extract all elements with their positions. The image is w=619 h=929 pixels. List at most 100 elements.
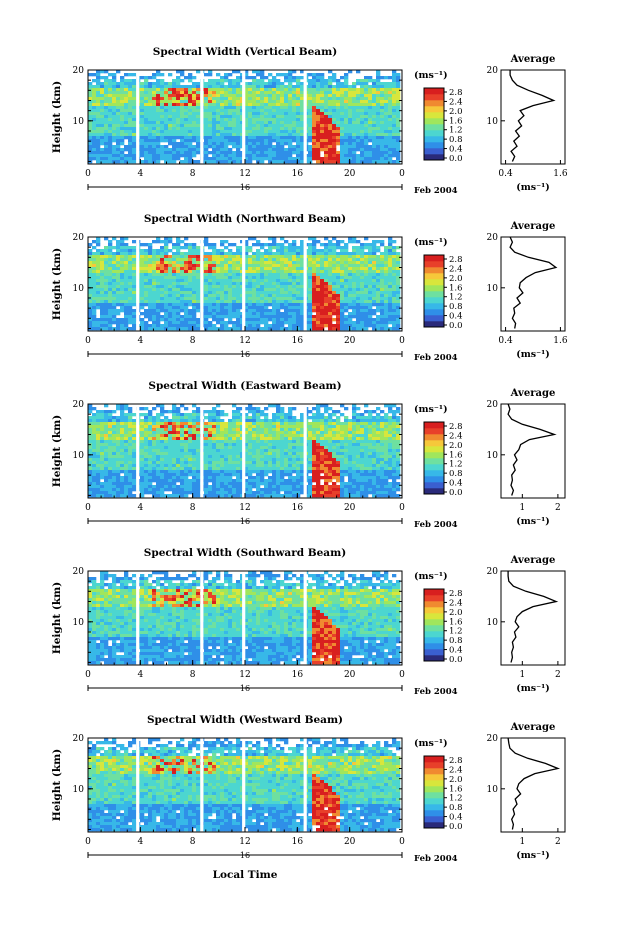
heatmap-cell <box>372 264 377 268</box>
heatmap-cell <box>164 115 169 119</box>
heatmap-cell <box>244 148 249 152</box>
heatmap-cell <box>296 112 301 116</box>
heatmap-cell <box>320 270 325 274</box>
heatmap-cell <box>292 100 297 104</box>
heatmap-cell <box>328 160 333 164</box>
heatmap-cell <box>360 291 365 295</box>
heatmap-cell <box>376 82 381 86</box>
heatmap-cell <box>196 285 201 289</box>
heatmap-cell <box>112 276 117 280</box>
heatmap-cell <box>248 118 253 122</box>
heatmap-cell <box>212 148 217 152</box>
heatmap-cell <box>208 267 213 271</box>
heatmap-cell <box>112 491 117 495</box>
heatmap-cell <box>384 309 389 313</box>
heatmap-cell <box>120 160 125 164</box>
heatmap-cell <box>276 312 281 316</box>
heatmap-cell <box>296 273 301 277</box>
heatmap-cell <box>192 249 197 253</box>
heatmap-cell <box>216 160 221 164</box>
heatmap-cell <box>188 112 193 116</box>
heatmap-cell <box>180 103 185 107</box>
heatmap-cell <box>256 297 261 301</box>
heatmap-cell <box>188 85 193 89</box>
heatmap-cell <box>368 94 373 98</box>
heatmap-cell <box>284 297 289 301</box>
heatmap-cell <box>96 243 101 247</box>
heatmap-cell <box>124 288 129 292</box>
heatmap-cell <box>168 91 173 95</box>
heatmap-cell <box>348 321 353 325</box>
heatmap-cell <box>288 276 293 280</box>
heatmap-cell <box>332 270 337 274</box>
heatmap-cell <box>104 440 109 444</box>
heatmap-cell <box>156 112 161 116</box>
heatmap-cell <box>188 309 193 313</box>
heatmap-cell <box>204 285 209 289</box>
heatmap-cell <box>328 252 333 256</box>
heatmap-cell <box>320 243 325 247</box>
heatmap-cell <box>288 246 293 250</box>
heatmap-cell <box>256 252 261 256</box>
heatmap-cell <box>112 133 117 137</box>
heatmap-cell <box>312 151 317 155</box>
heatmap-cell <box>168 157 173 161</box>
heatmap-cell <box>384 273 389 277</box>
heatmap-cell <box>308 124 313 128</box>
heatmap-cell <box>332 85 337 89</box>
heatmap-cell <box>372 258 377 262</box>
heatmap-cell <box>320 273 325 277</box>
heatmap-cell <box>96 458 101 462</box>
heatmap-cell <box>224 154 229 158</box>
heatmap-cell <box>120 124 125 128</box>
heatmap-cell <box>224 79 229 83</box>
heatmap-cell <box>104 133 109 137</box>
heatmap-cell <box>320 127 325 131</box>
heatmap-cell <box>176 303 181 307</box>
heatmap-cell <box>96 476 101 480</box>
heatmap-cell <box>292 318 297 322</box>
heatmap-cell <box>100 82 105 86</box>
heatmap-cell <box>284 303 289 307</box>
heatmap-cell <box>340 258 345 262</box>
heatmap-cell <box>204 276 209 280</box>
heatmap-cell <box>236 118 241 122</box>
heatmap-cell <box>284 267 289 271</box>
heatmap-cell <box>108 458 113 462</box>
heatmap-cell <box>108 467 113 471</box>
heatmap-cell <box>112 312 117 316</box>
avg-title: Average <box>510 221 556 232</box>
heatmap-cell <box>176 124 181 128</box>
heatmap-cell <box>292 243 297 247</box>
heatmap-cell <box>264 109 269 113</box>
heatmap-cell <box>228 136 233 140</box>
heatmap-cell <box>388 255 393 259</box>
heatmap-cell <box>264 327 269 331</box>
heatmap-cell <box>332 112 337 116</box>
heatmap-cell <box>232 300 237 304</box>
heatmap-cell <box>88 318 93 322</box>
heatmap-cell <box>332 282 337 286</box>
heatmap-cell <box>284 103 289 107</box>
heatmap-cell <box>112 157 117 161</box>
heatmap-cell <box>228 255 233 259</box>
heatmap-cell <box>228 321 233 325</box>
heatmap-cell <box>324 261 329 265</box>
heatmap-cell <box>92 154 97 158</box>
heatmap-cell <box>212 267 217 271</box>
heatmap-cell <box>120 324 125 328</box>
heatmap-cell <box>104 106 109 110</box>
heatmap-cell <box>320 297 325 301</box>
heatmap-cell <box>208 94 213 98</box>
heatmap-cell <box>284 118 289 122</box>
heatmap-cell <box>188 130 193 134</box>
heatmap-cell <box>300 270 305 274</box>
heatmap-cell <box>320 264 325 268</box>
heatmap-cell <box>308 121 313 125</box>
heatmap-cell <box>164 270 169 274</box>
heatmap-cell <box>292 151 297 155</box>
heatmap-cell <box>92 267 97 271</box>
heatmap-cell <box>396 315 401 319</box>
heatmap-cell <box>208 300 213 304</box>
heatmap-cell <box>332 91 337 95</box>
